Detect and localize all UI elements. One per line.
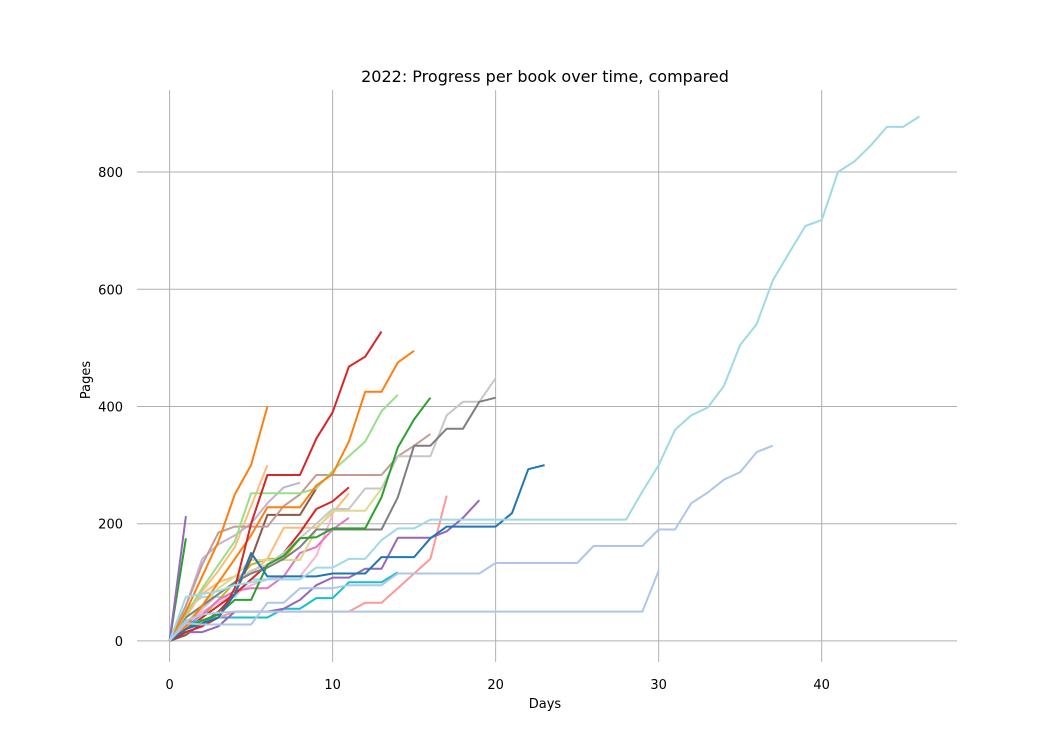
x-tick-label: 10: [324, 678, 341, 693]
series-line-book-1: [168, 115, 921, 642]
series-line-book-15: [168, 515, 187, 642]
x-tick-labels: 0 10 20 30 40: [165, 678, 830, 693]
y-tick-label: 200: [98, 518, 123, 533]
series-line-book-12: [168, 433, 431, 642]
series-line-book-7: [168, 349, 415, 642]
y-tick-label: 800: [98, 166, 123, 181]
x-tick-label: 30: [650, 678, 667, 693]
y-tick-labels: 0 200 400 600 800: [98, 166, 123, 650]
y-axis-label: Pages: [79, 361, 94, 399]
series-line-book-8: [168, 394, 399, 642]
x-tick-label: 0: [165, 678, 173, 693]
x-tick-label: 20: [487, 678, 504, 693]
x-tick-label: 40: [813, 678, 830, 693]
y-tick-label: 0: [115, 635, 123, 650]
series-line-book-4: [169, 464, 545, 642]
series-line-book-6: [168, 406, 269, 642]
series-line-book-3: [168, 570, 660, 642]
series-line-book-22: [169, 486, 350, 642]
series-line-book-2: [168, 444, 774, 642]
chart-title: 2022: Progress per book over time, compa…: [361, 67, 729, 86]
y-tick-label: 400: [98, 400, 123, 415]
series-lines: [168, 115, 921, 642]
x-axis-label: Days: [529, 697, 562, 712]
y-tick-label: 600: [98, 283, 123, 298]
gridlines: [137, 90, 957, 662]
series-line-book-9: [169, 397, 432, 642]
